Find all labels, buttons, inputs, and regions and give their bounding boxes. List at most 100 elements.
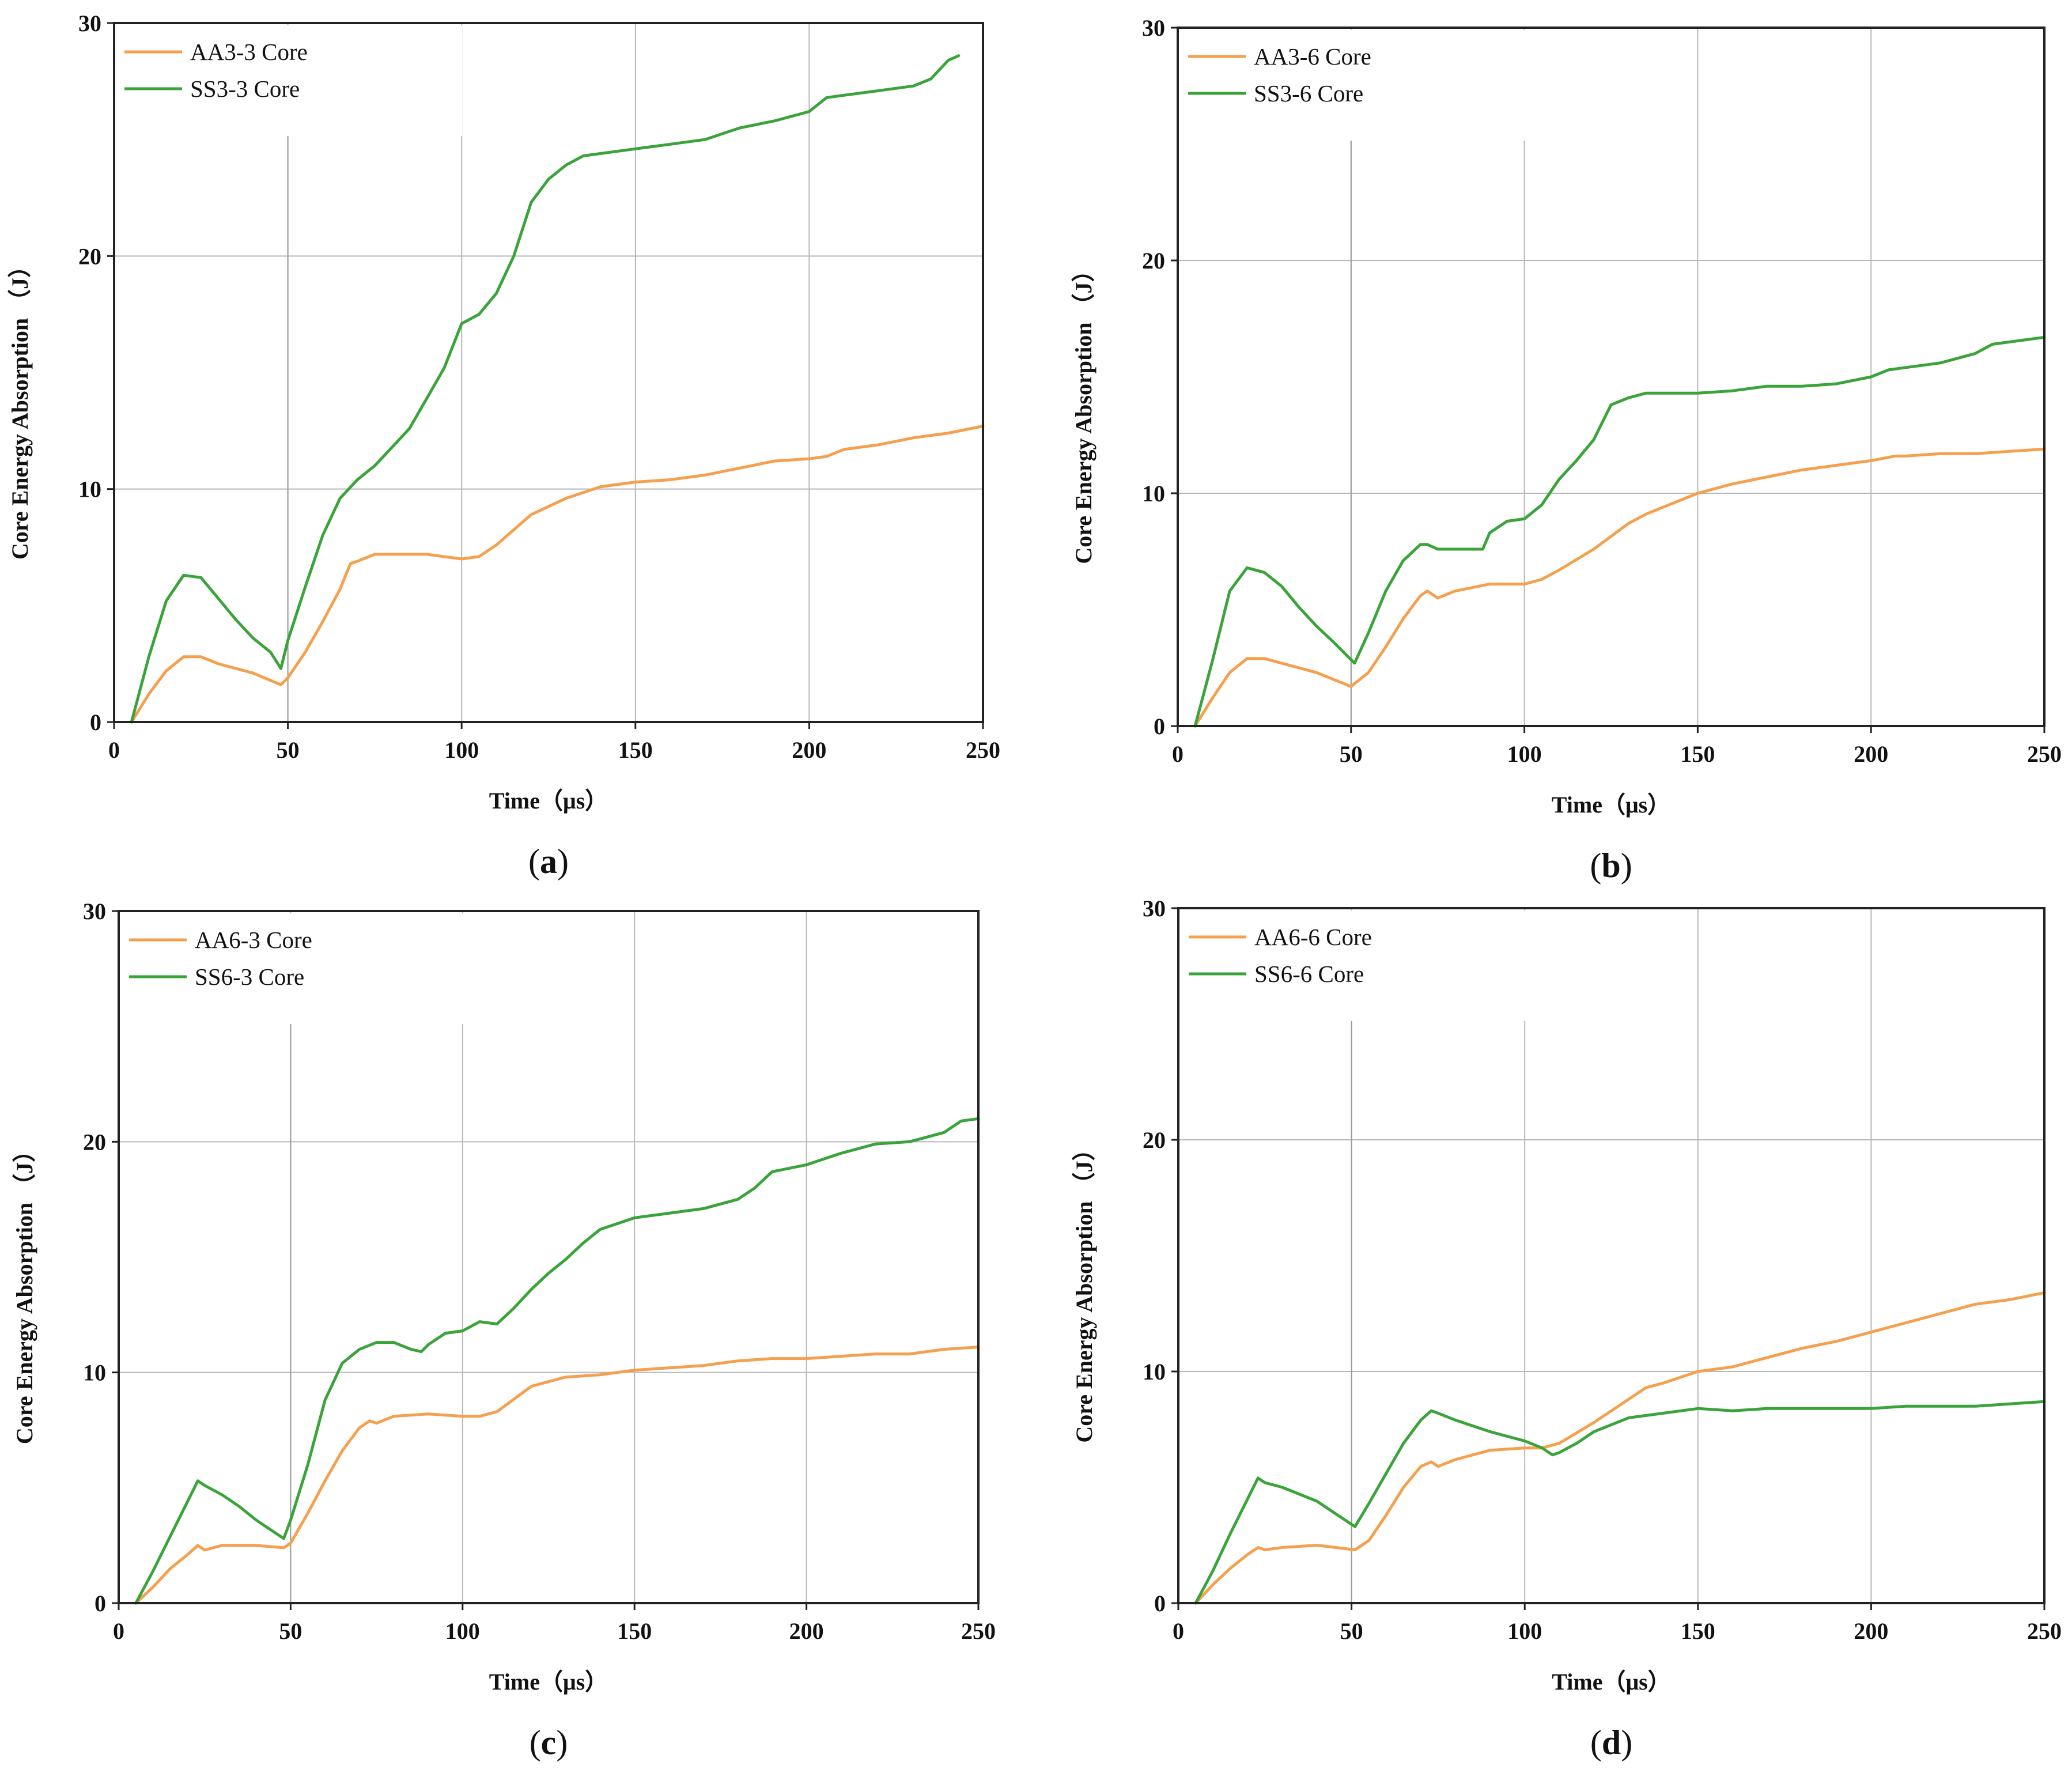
caption-close-paren: ) [557, 842, 569, 881]
legend-label: AA3-3 Core [190, 39, 308, 65]
chart-panel-d: 0 50 100 150 200 250 0 10 20 30 Time（μs） Core Energ… [1036, 886, 2072, 1773]
x-tick-label: 250 [966, 737, 1000, 763]
legend-background [116, 25, 462, 136]
series-group [130, 54, 985, 724]
legend-background [121, 913, 467, 1024]
legend-label: AA6-6 Core [1254, 924, 1372, 950]
y-tick-label: 20 [1143, 1127, 1166, 1153]
plot-frame [1177, 27, 2045, 727]
caption-close-paren: ) [1621, 847, 1632, 885]
y-axis: 0 10 20 30 [1143, 895, 1178, 1616]
chart-panel-a: 0 50 100 150 200 250 0 10 20 30 Time（μs） Core Energ… [0, 0, 1036, 886]
chart-d-svg: 0 50 100 150 200 250 0 10 20 30 Time（μs） Core Energ… [1071, 895, 2062, 1762]
x-tick-label: 250 [961, 1618, 996, 1644]
y-tick-label: 0 [1154, 713, 1165, 739]
y-tick-label: 10 [1142, 481, 1165, 507]
series-group [1194, 1291, 2046, 1605]
plot-frame [118, 910, 980, 1604]
x-tick-label: 150 [1680, 741, 1715, 767]
caption-letter: b [1601, 847, 1620, 885]
chart-panel-b: 0 50 100 150 200 250 0 10 20 30 Time（μs） Core Energ… [1036, 0, 2072, 886]
x-axis: 0 50 100 150 200 250 [1172, 726, 2062, 767]
legend: AA3-3 Core SS3-3 Core [124, 39, 308, 102]
x-tick-label: 150 [618, 737, 653, 763]
y-tick-label: 20 [78, 243, 101, 269]
y-tick-label: 20 [1142, 248, 1165, 274]
caption-close-paren: ) [556, 1724, 568, 1762]
legend: AA6-3 Core SS6-3 Core [129, 927, 312, 990]
x-tick-label: 200 [1854, 741, 1888, 767]
x-axis: 0 50 100 150 200 250 [108, 722, 1000, 763]
y-tick-label: 10 [83, 1360, 106, 1386]
legend-label: SS6-3 Core [195, 963, 304, 990]
series-line-ss6-3-core [134, 1117, 980, 1605]
y-tick-label: 0 [1154, 1590, 1166, 1616]
x-tick-label: 150 [617, 1618, 652, 1644]
legend-label: AA6-3 Core [195, 927, 312, 953]
x-tick-label: 0 [1173, 1618, 1184, 1644]
legend: AA3-6 Core SS3-6 Core [1188, 43, 1371, 107]
x-axis: 0 50 100 150 200 250 [1173, 1603, 2062, 1644]
series-line-aa3-3-core [130, 425, 985, 724]
caption-letter: d [1602, 1724, 1621, 1762]
chart-a-svg: 0 50 100 150 200 250 0 10 20 30 Time（μs） Core Energ… [7, 10, 1000, 881]
x-axis: 0 50 100 150 200 250 [113, 1603, 996, 1644]
panel-caption: (b) [1590, 847, 1632, 885]
x-tick-label: 250 [2027, 1618, 2062, 1644]
gridlines [1178, 908, 2044, 1603]
caption-open-paren: ( [528, 842, 540, 881]
x-tick-label: 50 [1340, 741, 1363, 767]
panel-caption: (c) [530, 1724, 568, 1762]
series-line-ss3-6-core [1193, 335, 2046, 728]
x-tick-label: 50 [277, 737, 300, 763]
series-group [1193, 335, 2046, 728]
caption-letter: a [540, 842, 557, 881]
legend-label: SS3-6 Core [1254, 80, 1363, 107]
chart-c-svg: 0 50 100 150 200 250 0 10 20 30 Time（μs） Core Energ… [12, 898, 996, 1762]
y-tick-label: 30 [1143, 895, 1166, 921]
series-line-aa3-6-core [1193, 447, 2046, 728]
caption-close-paren: ) [1621, 1724, 1632, 1762]
panel-caption: (a) [528, 842, 569, 881]
series-group [134, 1117, 980, 1605]
series-line-aa6-6-core [1194, 1291, 2046, 1605]
y-axis-title: Core Energy Absorption （J） [1071, 1138, 1097, 1442]
y-tick-label: 10 [78, 477, 101, 502]
x-tick-label: 100 [1507, 741, 1542, 767]
y-tick-label: 0 [90, 709, 101, 735]
x-tick-label: 0 [113, 1618, 124, 1644]
y-axis: 0 10 20 30 [83, 898, 119, 1616]
caption-open-paren: ( [1590, 847, 1601, 885]
y-tick-label: 0 [94, 1590, 106, 1616]
caption-open-paren: ( [530, 1724, 541, 1762]
y-axis-title: Core Energy Absorption （J） [12, 1139, 37, 1444]
x-tick-label: 50 [1340, 1618, 1363, 1644]
series-line-ss6-6-core [1194, 1400, 2046, 1605]
x-tick-label: 100 [445, 1618, 480, 1644]
x-axis-title: Time（μs） [1552, 1669, 1670, 1695]
y-tick-label: 30 [78, 10, 101, 36]
x-tick-label: 150 [1681, 1618, 1715, 1644]
y-tick-label: 10 [1143, 1359, 1166, 1385]
y-axis-title: Core Energy Absorption （J） [7, 255, 33, 560]
x-tick-label: 200 [792, 737, 826, 763]
x-tick-label: 0 [108, 737, 120, 763]
y-axis: 0 10 20 30 [1142, 15, 1178, 739]
x-axis-title: Time（μs） [1552, 792, 1670, 818]
caption-letter: c [541, 1724, 557, 1762]
y-axis-title: Core Energy Absorption （J） [1071, 259, 1097, 564]
x-axis-title: Time（μs） [489, 1669, 608, 1695]
legend-label: AA3-6 Core [1254, 43, 1371, 70]
x-tick-label: 200 [789, 1618, 824, 1644]
x-axis-title: Time（μs） [489, 788, 608, 814]
y-tick-label: 30 [83, 898, 106, 924]
gridlines [114, 23, 983, 722]
caption-open-paren: ( [1590, 1724, 1602, 1762]
series-line-ss3-3-core [130, 54, 961, 724]
y-axis: 0 10 20 30 [78, 10, 114, 735]
plot-frame [1177, 907, 2045, 1604]
x-tick-label: 250 [2027, 741, 2062, 767]
series-line-aa6-3-core [134, 1346, 980, 1605]
legend-background [1181, 910, 1526, 1021]
x-tick-label: 100 [1507, 1618, 1542, 1644]
